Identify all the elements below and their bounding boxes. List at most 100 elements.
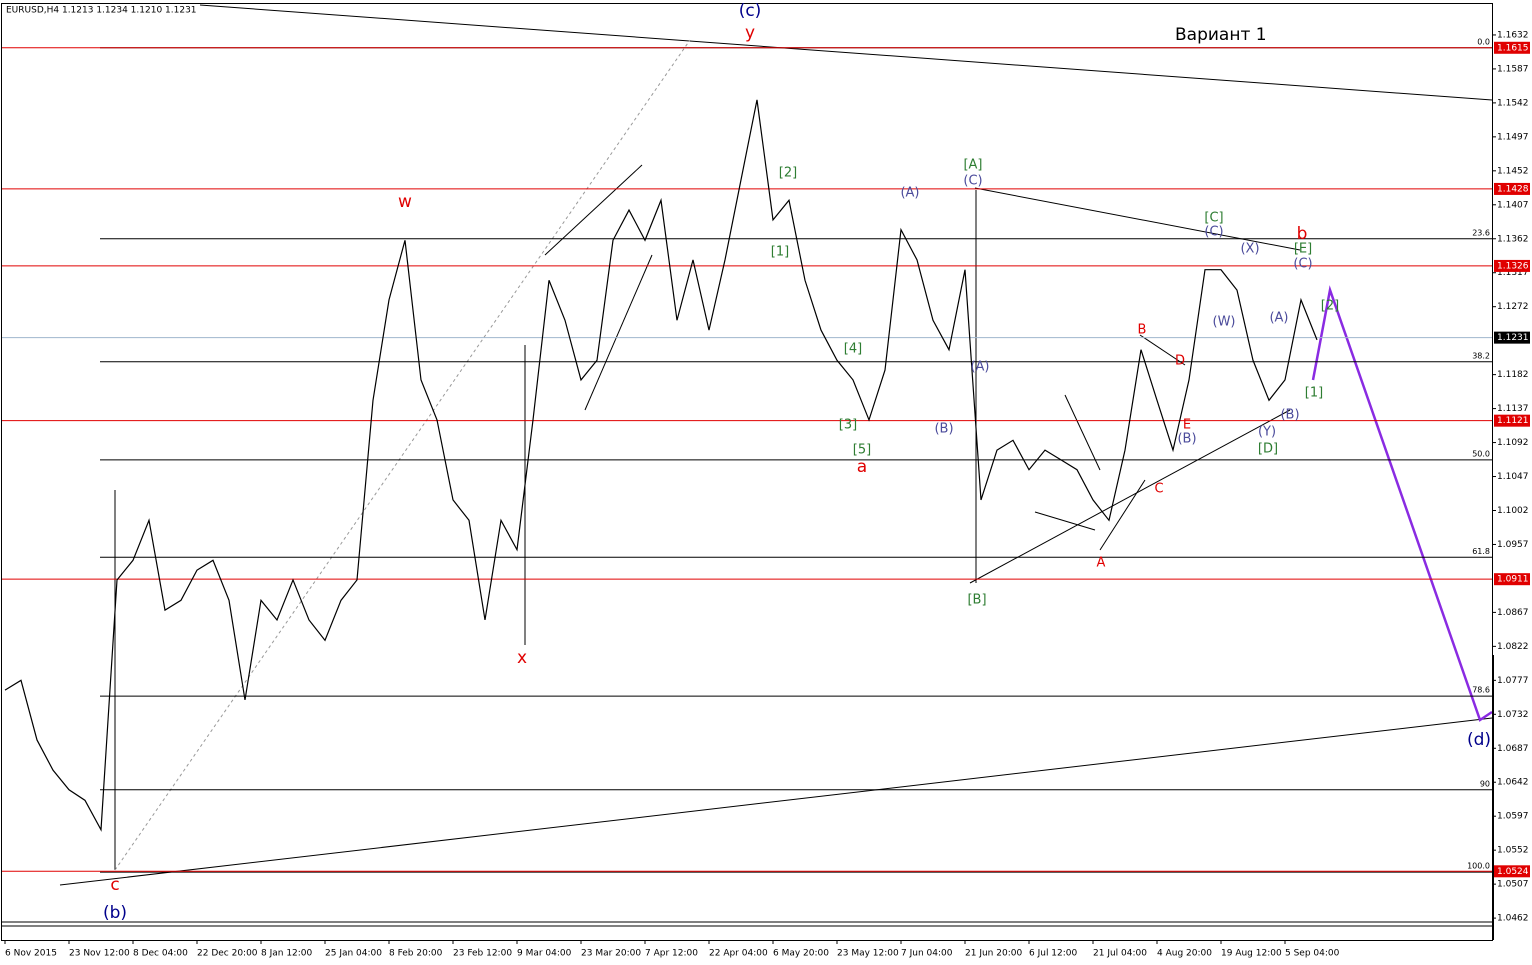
price-box-label: 1.1121 bbox=[1497, 416, 1529, 426]
wave-label: [B] bbox=[967, 593, 986, 608]
y-tick-label: 1.0642 bbox=[1497, 778, 1529, 788]
wave-label: [3] bbox=[839, 418, 857, 433]
wave-label: x bbox=[517, 648, 527, 668]
wave-label: y bbox=[745, 23, 755, 43]
price-box bbox=[1494, 182, 1530, 195]
x-tick-label: 8 Feb 20:00 bbox=[389, 949, 443, 959]
wave-label: (B) bbox=[1177, 432, 1196, 447]
wave-label: A bbox=[1097, 556, 1106, 571]
trendline bbox=[59, 717, 1493, 886]
x-tick-label: 6 Nov 2015 bbox=[5, 949, 57, 959]
wave-label: (c) bbox=[739, 1, 762, 21]
wave-label: (B) bbox=[1280, 408, 1299, 423]
x-tick-label: 22 Apr 04:00 bbox=[709, 949, 768, 959]
y-tick-label: 1.0597 bbox=[1497, 812, 1529, 822]
x-tick-label: 4 Aug 20:00 bbox=[1157, 949, 1212, 959]
price-box-label: 1.0911 bbox=[1497, 575, 1529, 585]
y-tick-label: 1.1632 bbox=[1497, 30, 1529, 40]
wave-label: [2] bbox=[1321, 299, 1339, 314]
x-tick-label: 23 May 12:00 bbox=[837, 949, 899, 959]
trendline bbox=[974, 187, 1301, 251]
y-tick-label: 1.1182 bbox=[1497, 370, 1529, 380]
y-tick-label: 1.0822 bbox=[1497, 642, 1529, 652]
wave-label: (Y) bbox=[1258, 425, 1276, 440]
x-tick-label: 8 Dec 04:00 bbox=[133, 949, 188, 959]
price-box bbox=[1494, 259, 1530, 272]
x-tick-label: 7 Jun 04:00 bbox=[901, 949, 953, 959]
wave-label: a bbox=[857, 457, 867, 477]
y-tick-label: 1.1497 bbox=[1497, 132, 1529, 142]
wave-label: c bbox=[110, 875, 119, 895]
fib-label: 0.0 bbox=[1477, 37, 1490, 46]
price-line bbox=[4, 99, 1318, 832]
price-box-label: 1.1428 bbox=[1497, 184, 1529, 194]
y-tick-label: 1.0687 bbox=[1497, 744, 1529, 754]
x-tick-label: 6 Jul 12:00 bbox=[1029, 949, 1078, 959]
wave-label: [A] bbox=[963, 158, 982, 173]
wave-label: (W) bbox=[1213, 315, 1236, 330]
wave-label: (C) bbox=[1204, 225, 1223, 240]
fib-label: 61.8 bbox=[1472, 547, 1490, 556]
wave-label: C bbox=[1154, 482, 1163, 497]
y-tick-label: 1.0777 bbox=[1497, 676, 1529, 686]
wave-label: (A) bbox=[970, 360, 989, 375]
fib-label: 50.0 bbox=[1472, 449, 1490, 458]
x-tick-label: 7 Apr 12:00 bbox=[645, 949, 698, 959]
x-tick-label: 23 Nov 12:00 bbox=[69, 949, 130, 959]
wave-label: b bbox=[1297, 224, 1308, 244]
y-tick-label: 1.1002 bbox=[1497, 506, 1529, 516]
y-tick-label: 1.1362 bbox=[1497, 234, 1529, 244]
x-tick-label: 9 Mar 04:00 bbox=[517, 949, 572, 959]
chart-title: Вариант 1 bbox=[1175, 25, 1267, 45]
fib-label: 78.6 bbox=[1472, 686, 1490, 695]
fib-label: 23.6 bbox=[1472, 228, 1490, 237]
y-tick-label: 1.1137 bbox=[1497, 404, 1529, 414]
x-tick-label: 23 Feb 12:00 bbox=[453, 949, 512, 959]
x-tick-label: 25 Jan 04:00 bbox=[325, 949, 382, 959]
x-tick-label: 21 Jul 04:00 bbox=[1093, 949, 1147, 959]
fib-label: 90 bbox=[1480, 779, 1490, 788]
price-box-label: 1.0524 bbox=[1497, 867, 1529, 877]
wave-label: (C) bbox=[1293, 257, 1312, 272]
wave-label: (A) bbox=[1269, 311, 1288, 326]
trendline bbox=[584, 254, 653, 411]
wave-label: (B) bbox=[934, 422, 953, 437]
y-tick-label: 1.0507 bbox=[1497, 880, 1529, 890]
trendline bbox=[1064, 394, 1101, 471]
fib-label: 100.0 bbox=[1467, 862, 1490, 871]
price-box bbox=[1494, 414, 1530, 427]
price-box-label: 1.1615 bbox=[1497, 43, 1529, 53]
x-tick-label: 6 May 20:00 bbox=[773, 949, 829, 959]
x-tick-label: 5 Sep 04:00 bbox=[1285, 949, 1340, 959]
current-price-label: 1.1231 bbox=[1497, 333, 1529, 343]
x-tick-label: 21 Jun 20:00 bbox=[965, 949, 1022, 959]
trendline bbox=[199, 4, 1493, 101]
x-tick-label: 8 Jan 12:00 bbox=[261, 949, 313, 959]
y-tick-label: 1.1587 bbox=[1497, 64, 1529, 74]
wave-label: w bbox=[398, 192, 412, 212]
fib-base-line bbox=[114, 39, 691, 871]
y-tick-label: 1.0462 bbox=[1497, 914, 1529, 924]
plot-frame bbox=[1, 3, 1493, 941]
wave-label: [D] bbox=[1258, 442, 1278, 457]
price-box bbox=[1494, 331, 1530, 344]
wave-label: D bbox=[1175, 354, 1185, 369]
y-tick-label: 1.1092 bbox=[1497, 438, 1529, 448]
wave-label: (d) bbox=[1467, 730, 1491, 750]
wave-label: B bbox=[1138, 323, 1147, 338]
y-tick-label: 1.0552 bbox=[1497, 846, 1529, 856]
y-tick-label: 1.1542 bbox=[1497, 98, 1529, 108]
wave-label: (X) bbox=[1240, 242, 1259, 257]
trendline bbox=[1139, 334, 1186, 366]
wave-label: [E] bbox=[1294, 242, 1312, 257]
wave-label: [C] bbox=[1204, 211, 1223, 226]
wave-label: E bbox=[1183, 418, 1191, 433]
fib-label: 38.2 bbox=[1472, 351, 1490, 360]
y-tick-label: 1.0867 bbox=[1497, 608, 1529, 618]
projection-path bbox=[1311, 285, 1493, 722]
price-box-label: 1.1326 bbox=[1497, 261, 1529, 271]
header: EURUSD,H4 1.1213 1.1234 1.1210 1.1231 bbox=[6, 6, 197, 16]
